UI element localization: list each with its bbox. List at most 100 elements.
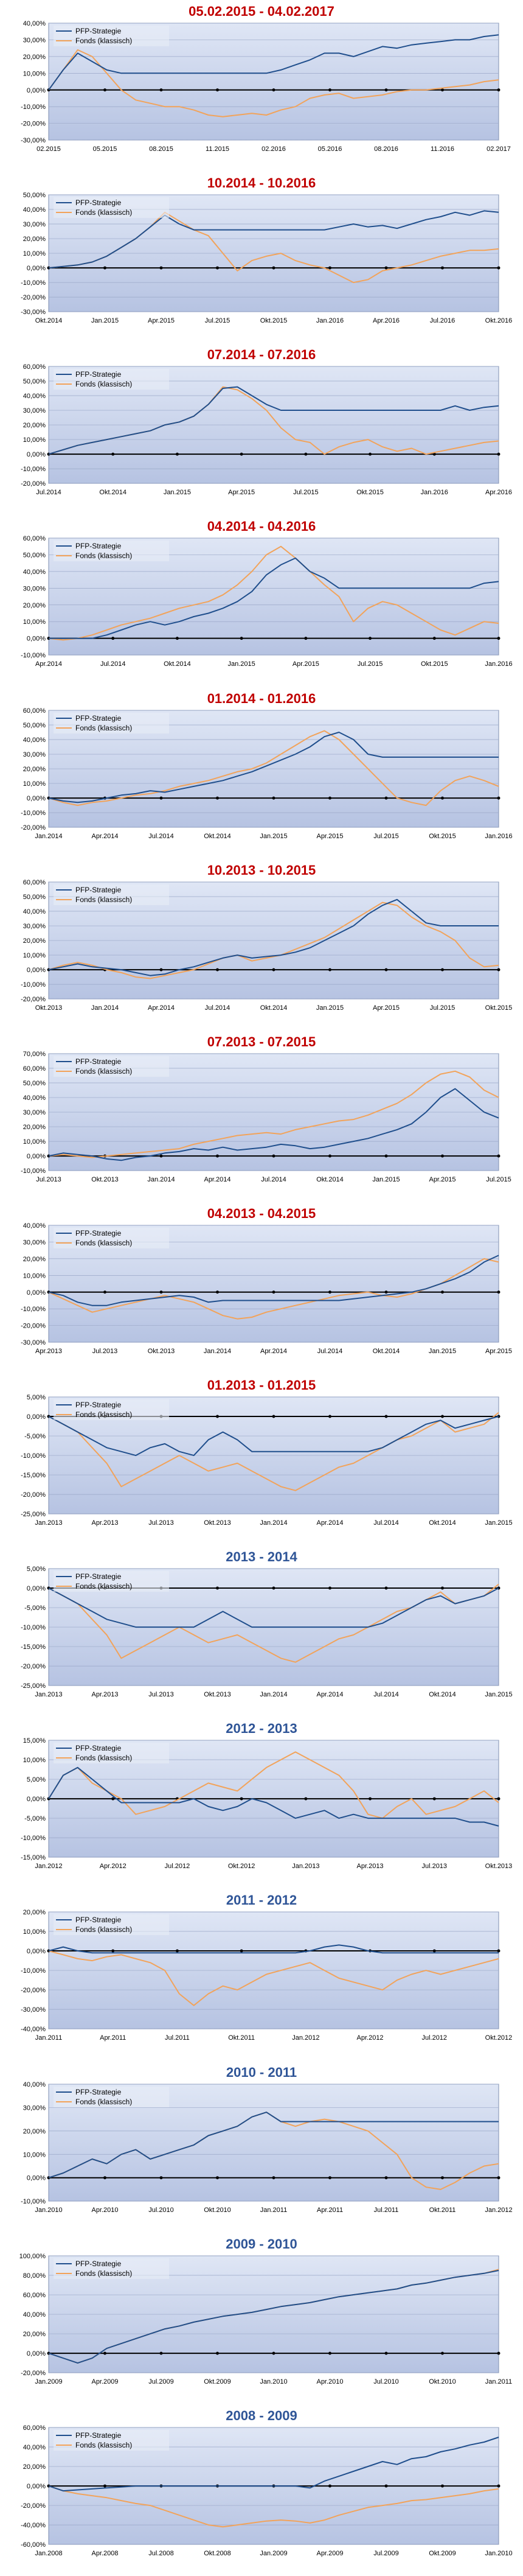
series-line-fonds <box>48 1070 499 1158</box>
y-tick-label: -5,00% <box>24 1433 46 1440</box>
y-tick-label: 40,00% <box>23 1094 46 1102</box>
zero-line-marker <box>432 1949 436 1953</box>
legend-box <box>54 1055 170 1077</box>
x-tick-label: Apr.2011 <box>317 2207 343 2214</box>
legend-box <box>54 1227 170 1248</box>
zero-line-marker <box>440 88 444 92</box>
zero-line-marker <box>240 1797 243 1801</box>
series-line-fonds <box>48 1751 499 1819</box>
y-tick-label: 0,00% <box>27 795 46 802</box>
y-tick-label: 40,00% <box>23 20 46 27</box>
x-tick-label: Jan.2015 <box>164 489 191 496</box>
series-line-strategy <box>48 34 499 91</box>
zero-line-marker <box>432 1797 436 1801</box>
y-tick-label: -20,00% <box>21 294 46 301</box>
line-chart: -30,00% -20,00% -10,00% 0,00% 10,00% 20,00% 30… <box>21 20 511 153</box>
y-tick-label: 60,00% <box>23 2424 46 2432</box>
zero-line-marker <box>159 1290 163 1294</box>
legend-label-fonds: Fonds (klassisch) <box>75 724 132 732</box>
legend-label-fonds: Fonds (klassisch) <box>75 2098 132 2106</box>
x-tick-label: Jul.2014 <box>148 833 174 840</box>
y-tick-label: -10,00% <box>21 2198 46 2205</box>
x-tick-label: Okt.2013 <box>204 1519 231 1527</box>
chart-panel: 2010 - 2011 -10,00% 0,00% 10,00% 20,00% 30,00… <box>0 2061 523 2233</box>
zero-line-marker <box>111 1949 115 1953</box>
x-tick-label: Apr.2013 <box>92 1519 119 1527</box>
y-tick-label: -40,00% <box>21 2522 46 2529</box>
y-tick-label: 0,00% <box>27 1413 46 1421</box>
x-tick-label: Jan.2012 <box>485 2207 512 2214</box>
y-tick-label: 0,00% <box>27 635 46 643</box>
x-tick-label: Okt.2014 <box>373 1348 400 1355</box>
y-tick-label: 5,00% <box>27 1394 46 1401</box>
zero-line-marker <box>272 1586 275 1590</box>
x-tick-label: Apr.2009 <box>317 2550 344 2557</box>
zero-line-marker <box>440 1415 444 1418</box>
y-tick-label: 30,00% <box>23 586 46 593</box>
zero-line-marker <box>497 2351 500 2355</box>
series-line-strategy <box>48 386 499 455</box>
legend-label-strategy: PFP-Strategie <box>75 198 122 207</box>
x-tick-label: Okt.2015 <box>356 489 384 496</box>
x-tick-label: Jan.2015 <box>485 1519 512 1527</box>
legend-box <box>54 1914 170 1936</box>
zero-line-marker <box>440 1586 444 1590</box>
y-tick-label: 10,00% <box>23 1757 46 1764</box>
chart-title: 2008 - 2009 <box>226 2407 297 2423</box>
zero-line-marker <box>159 2175 163 2179</box>
series-line-strategy <box>48 1944 499 1954</box>
zero-line-marker <box>440 1154 444 1158</box>
chart-title: 01.2013 - 01.2015 <box>207 1377 316 1393</box>
x-tick-label: Jan.2009 <box>35 2378 62 2385</box>
y-tick-label: -30,00% <box>21 137 46 144</box>
series-line-strategy <box>48 1416 499 1457</box>
y-tick-label: 20,00% <box>23 2127 46 2135</box>
y-tick-label: 0,00% <box>27 451 46 458</box>
y-tick-label: -10,00% <box>21 1306 46 1313</box>
y-tick-label: 20,00% <box>23 1256 46 1263</box>
x-tick-label: Jan.2013 <box>35 1519 62 1527</box>
zero-line-marker <box>111 452 115 456</box>
zero-line-marker <box>159 796 163 800</box>
zero-line-marker <box>328 1290 331 1294</box>
zero-line-marker <box>497 266 500 270</box>
legend-label-strategy: PFP-Strategie <box>75 2431 122 2440</box>
zero-line-marker <box>384 796 388 800</box>
y-tick-label: 10,00% <box>23 1138 46 1146</box>
x-tick-label: Jan.2011 <box>485 2378 512 2385</box>
line-chart: -10,00% 0,00% 10,00% 20,00% 30,00% 40,00% 50,0… <box>21 1051 511 1183</box>
legend-label-strategy: PFP-Strategie <box>75 1401 122 1409</box>
y-tick-label: -30,00% <box>21 1339 46 1346</box>
line-chart: -10,00% 0,00% 10,00% 20,00% 30,00% 40,00% Jan.… <box>21 2081 513 2214</box>
y-tick-label: 0,00% <box>27 967 46 974</box>
zero-line-marker <box>440 2351 444 2355</box>
legend-box <box>54 2429 170 2451</box>
y-tick-label: -10,00% <box>21 279 46 287</box>
zero-line-marker <box>304 1797 308 1801</box>
zero-line-marker <box>304 452 308 456</box>
y-tick-label: -10,00% <box>21 1452 46 1460</box>
y-tick-label: -25,00% <box>21 1511 46 1518</box>
y-tick-label: -10,00% <box>21 981 46 989</box>
chart-title: 2013 - 2014 <box>226 1549 297 1565</box>
y-tick-label: 50,00% <box>23 1080 46 1087</box>
legend-label-strategy: PFP-Strategie <box>75 1916 122 1924</box>
x-tick-label: 11.2016 <box>431 145 454 153</box>
chart-title: 04.2013 - 04.2015 <box>207 1205 316 1221</box>
x-tick-label: Apr.2014 <box>92 833 119 840</box>
x-tick-label: Jan.2016 <box>316 317 344 324</box>
legend-box <box>54 541 170 562</box>
x-tick-label: Apr.2015 <box>148 317 175 324</box>
x-tick-label: Okt.2013 <box>204 1691 231 1698</box>
x-tick-label: Jan.2015 <box>485 1691 512 1698</box>
x-tick-label: Jul.2015 <box>358 661 383 668</box>
zero-line-marker <box>272 2351 275 2355</box>
series-line-strategy <box>48 1587 499 1628</box>
chart-panel: 04.2013 - 04.2015 -30,00% -20,00% -10,00% 0,… <box>0 1202 523 1374</box>
x-tick-label: Okt.2010 <box>204 2207 231 2214</box>
y-tick-label: 30,00% <box>23 407 46 415</box>
zero-line-marker <box>497 968 500 971</box>
y-tick-label: -10,00% <box>21 1167 46 1175</box>
legend-label-fonds: Fonds (klassisch) <box>75 1410 132 1419</box>
line-chart: -30,00% -20,00% -10,00% 0,00% 10,00% 20,00% 30… <box>21 1222 512 1355</box>
